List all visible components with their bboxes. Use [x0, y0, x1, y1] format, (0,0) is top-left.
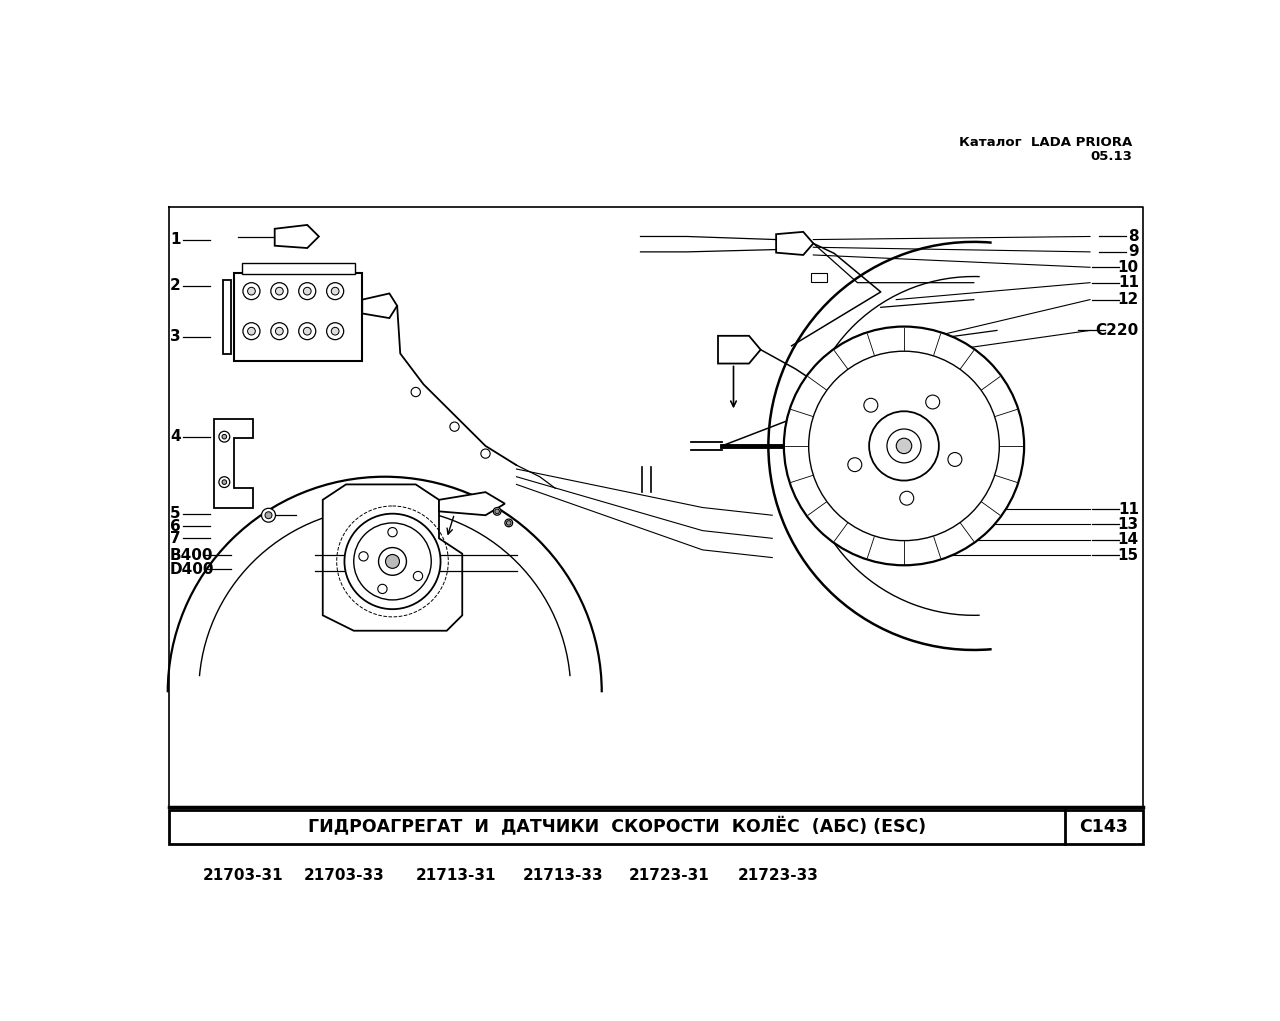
Circle shape: [275, 328, 283, 335]
Polygon shape: [362, 293, 397, 319]
Circle shape: [925, 395, 940, 409]
Circle shape: [332, 287, 339, 295]
Circle shape: [411, 387, 420, 396]
Text: C143: C143: [1079, 818, 1129, 836]
Polygon shape: [776, 232, 813, 255]
Text: Каталог  LADA PRIORA: Каталог LADA PRIORA: [960, 137, 1133, 149]
Bar: [812, 273, 827, 282]
Text: 5: 5: [170, 506, 180, 521]
Circle shape: [378, 584, 387, 593]
Circle shape: [900, 491, 914, 505]
Circle shape: [221, 434, 227, 439]
Circle shape: [847, 457, 861, 472]
Text: 13: 13: [1117, 517, 1139, 532]
Circle shape: [261, 508, 275, 522]
Circle shape: [326, 283, 343, 299]
Circle shape: [493, 507, 500, 516]
Circle shape: [388, 528, 397, 537]
Text: 21703-31: 21703-31: [202, 868, 283, 883]
Circle shape: [413, 572, 422, 581]
Circle shape: [221, 480, 227, 484]
Text: 1: 1: [170, 232, 180, 247]
Text: 4: 4: [170, 429, 180, 444]
Circle shape: [809, 351, 1000, 541]
Circle shape: [247, 328, 255, 335]
Circle shape: [219, 477, 229, 487]
Circle shape: [449, 422, 460, 431]
Text: 11: 11: [1117, 501, 1139, 517]
Circle shape: [271, 323, 288, 340]
Text: 7: 7: [170, 531, 180, 546]
Polygon shape: [718, 336, 760, 363]
Text: 3: 3: [170, 329, 180, 344]
Text: B400: B400: [170, 547, 214, 563]
Text: 12: 12: [1117, 292, 1139, 307]
Polygon shape: [223, 281, 230, 353]
Circle shape: [243, 283, 260, 299]
Circle shape: [869, 411, 938, 481]
Text: 15: 15: [1117, 547, 1139, 563]
Circle shape: [887, 429, 922, 463]
Polygon shape: [275, 225, 319, 248]
Circle shape: [504, 519, 512, 527]
Circle shape: [303, 287, 311, 295]
Text: D400: D400: [170, 562, 215, 577]
Polygon shape: [323, 484, 462, 631]
Circle shape: [353, 523, 431, 600]
Circle shape: [303, 328, 311, 335]
Circle shape: [358, 551, 369, 561]
Circle shape: [247, 287, 255, 295]
Text: 21723-33: 21723-33: [737, 868, 818, 883]
Circle shape: [326, 323, 343, 340]
Circle shape: [275, 287, 283, 295]
Circle shape: [783, 327, 1024, 566]
Text: 6: 6: [170, 519, 180, 534]
Text: ГИДРОАГРЕГАТ  И  ДАТЧИКИ  СКОРОСТИ  КОЛЁС  (АБС) (ESC): ГИДРОАГРЕГАТ И ДАТЧИКИ СКОРОСТИ КОЛЁС (А…: [308, 818, 927, 836]
Bar: [242, 263, 355, 275]
Text: C220: C220: [1096, 323, 1139, 338]
Bar: [234, 273, 362, 361]
Circle shape: [495, 509, 499, 514]
Polygon shape: [214, 419, 253, 507]
Circle shape: [243, 323, 260, 340]
Circle shape: [332, 328, 339, 335]
Text: 9: 9: [1128, 244, 1139, 259]
Circle shape: [507, 521, 511, 525]
Text: 05.13: 05.13: [1091, 150, 1133, 163]
Text: 21713-33: 21713-33: [522, 868, 603, 883]
Circle shape: [265, 512, 271, 519]
Text: 11: 11: [1117, 276, 1139, 290]
Text: 21713-31: 21713-31: [416, 868, 497, 883]
Circle shape: [948, 452, 961, 467]
Circle shape: [298, 323, 316, 340]
Text: 14: 14: [1117, 532, 1139, 547]
Text: 21723-31: 21723-31: [628, 868, 709, 883]
Text: 10: 10: [1117, 259, 1139, 275]
Circle shape: [298, 283, 316, 299]
Circle shape: [344, 514, 440, 610]
Polygon shape: [439, 492, 504, 516]
Circle shape: [896, 438, 911, 453]
Circle shape: [379, 547, 407, 575]
Circle shape: [385, 554, 399, 569]
Circle shape: [271, 283, 288, 299]
Bar: [169, 810, 1143, 844]
Circle shape: [481, 449, 490, 458]
Text: 8: 8: [1128, 229, 1139, 244]
Circle shape: [219, 431, 229, 442]
Text: 2: 2: [170, 279, 180, 293]
Circle shape: [864, 398, 878, 412]
Text: 21703-33: 21703-33: [303, 868, 384, 883]
